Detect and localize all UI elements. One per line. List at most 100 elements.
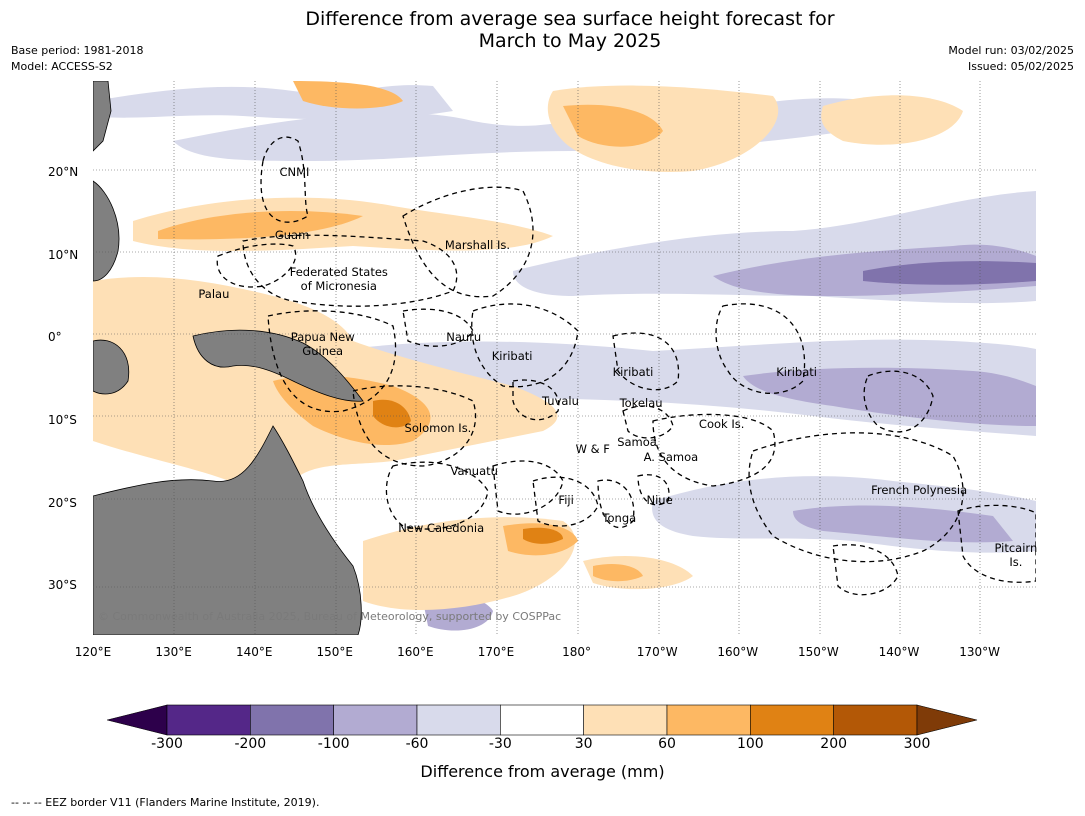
lon-tick-label: 150°E xyxy=(316,645,354,659)
colorbar-tick-label: -200 xyxy=(234,736,267,752)
colorbar-segment xyxy=(583,704,668,736)
map-label-marshall: Marshall Is. xyxy=(444,237,511,252)
lon-tick-label: 130°W xyxy=(959,645,1000,659)
map-label-fsm-2: of Micronesia xyxy=(300,279,377,294)
map-label-png-2: Guinea xyxy=(302,344,344,359)
colorbar-segment xyxy=(500,704,584,736)
base-period: Base period: 1981-2018 xyxy=(11,44,144,57)
model-name: Model: ACCESS-S2 xyxy=(11,60,113,73)
land-indonesia xyxy=(93,339,130,395)
map-label-wallis: W & F xyxy=(575,441,610,456)
eez-tuvalu xyxy=(512,379,560,421)
colorbar-tick-label: 30 xyxy=(574,736,593,752)
map-label-frpoly: French Polynesia xyxy=(871,483,968,498)
pos-strong-solomon xyxy=(373,399,411,428)
positive-shading xyxy=(93,81,963,611)
land-australia xyxy=(93,425,362,635)
map-label-cook: Cook Is. xyxy=(698,417,745,432)
title-line-2: March to May 2025 xyxy=(478,30,662,52)
colorbar-tick-label: -100 xyxy=(317,736,350,752)
map-label-vanuatu: Vanuatu xyxy=(450,464,498,479)
colorbar-over-arrow xyxy=(916,704,978,736)
eez-tonga xyxy=(597,479,635,529)
eez-vanuatu xyxy=(492,460,564,515)
lat-tick-label: 0° xyxy=(48,330,62,345)
eez-png xyxy=(267,310,397,413)
lon-tick-label: 180° xyxy=(562,645,592,659)
map-label-solomon: Solomon Is. xyxy=(404,421,472,436)
model-run: Model run: 03/02/2025 xyxy=(948,44,1074,57)
map-label-kiribati-1: Kiribati xyxy=(491,349,533,364)
meta-right: Model run: 03/02/2025 Issued: 05/02/2025 xyxy=(948,43,1074,75)
map-label-pitcairn-1: Pitcairn xyxy=(994,541,1038,556)
map-label-kiribati-3: Kiribati xyxy=(776,365,817,380)
neg-band-equator xyxy=(333,339,1036,436)
neg-core-equator xyxy=(743,367,1036,426)
colorbar-segment xyxy=(250,704,334,736)
map-label-tokelau: Tokelau xyxy=(619,396,663,411)
colorbar-label: Difference from average (mm) xyxy=(420,762,665,781)
colorbar-segment xyxy=(333,704,418,736)
lat-tick-label: 10°N xyxy=(48,247,79,262)
eez-fsm xyxy=(242,234,458,307)
map-label-pitcairn-2: Is. xyxy=(1009,555,1023,570)
map-label-fiji: Fiji xyxy=(558,493,574,508)
eez-kiribati-phoenix xyxy=(612,332,680,391)
lon-tick-label: 150°W xyxy=(797,645,839,659)
pos-north-top xyxy=(293,81,403,109)
map-label-tuvalu: Tuvalu xyxy=(542,393,579,408)
colorbar-tick-label: -60 xyxy=(405,736,429,752)
eez-cook xyxy=(652,413,776,487)
lon-tick-label: 160°E xyxy=(397,645,434,659)
land-asia xyxy=(93,81,112,152)
map-label-niue: Niue xyxy=(646,493,673,508)
colorbar-segment xyxy=(166,704,251,736)
map-label-guam: Guam xyxy=(274,227,310,242)
colorbar-tick-label: -300 xyxy=(151,736,183,752)
lat-tick-label: 20°N xyxy=(48,164,79,179)
lon-tick-label: 170°W xyxy=(636,645,678,659)
colorbar-segment xyxy=(666,704,751,736)
graticule xyxy=(93,81,1036,635)
pos-south-east-core xyxy=(593,564,643,582)
map-label-cnmi: CNMI xyxy=(279,164,310,179)
map-label-palau: Palau xyxy=(198,287,230,302)
eez-nauru xyxy=(402,308,474,347)
eez-new-caledonia xyxy=(385,461,489,530)
lon-tick-label: 160°W xyxy=(717,645,759,659)
map-label-amsamoa: A. Samoa xyxy=(643,450,699,465)
map-label-fsm-1: Federated States xyxy=(289,265,388,279)
colorbar-segment xyxy=(416,704,501,736)
meta-left: Base period: 1981-2018 Model: ACCESS-S2 xyxy=(11,43,143,75)
chart-title: Difference from average sea surface heig… xyxy=(0,8,1085,52)
colorbar-under-arrow xyxy=(107,704,168,736)
eez-marshall xyxy=(402,186,534,298)
pos-northeast xyxy=(821,95,963,145)
copyright-note: © Commonwealth of Australia 2025, Bureau… xyxy=(98,610,562,623)
pos-north-core xyxy=(563,104,663,147)
colorbar xyxy=(107,704,978,736)
map-label-kiribati-2: Kiribati xyxy=(612,365,654,380)
land-new-guinea xyxy=(192,329,364,402)
map-label-nauru: Nauru xyxy=(446,330,482,345)
eez-borders xyxy=(216,136,1036,596)
ssh-anomaly-map xyxy=(93,81,1036,635)
eez-palau xyxy=(216,243,297,288)
map-label-png-1: Papua New xyxy=(290,330,355,345)
pos-core-guam xyxy=(158,211,363,240)
colorbar-tick-label: 60 xyxy=(658,736,676,752)
colorbar-tick-label: -30 xyxy=(488,736,512,752)
eez-marquesas xyxy=(863,370,934,433)
eez-pitcairn xyxy=(957,504,1036,583)
neg-strong-10n xyxy=(863,261,1036,285)
map-label-newcal: New Caledonia xyxy=(398,520,485,535)
title-line-1: Difference from average sea surface heig… xyxy=(305,8,835,30)
eez-french-polynesia xyxy=(748,432,964,563)
lat-tick-label: 10°S xyxy=(48,413,77,427)
issued-date: Issued: 05/02/2025 xyxy=(967,60,1074,73)
colorbar-segment xyxy=(833,704,918,736)
eez-kiribati-line xyxy=(715,303,806,394)
lon-tick-label: 130°E xyxy=(155,645,192,659)
eez-kiribati-gilbert xyxy=(471,303,579,388)
colorbar-tick-label: 200 xyxy=(820,736,848,752)
